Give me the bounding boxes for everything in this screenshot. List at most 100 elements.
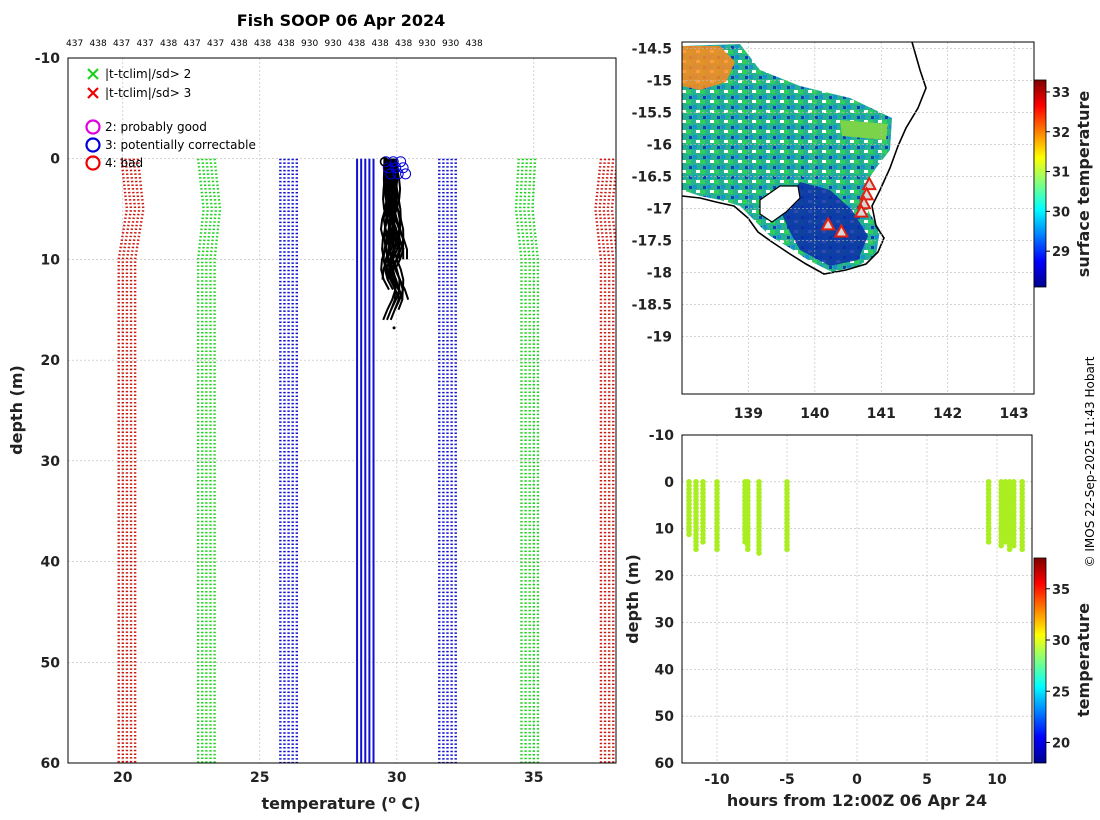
ts-ytick-label: 10 bbox=[655, 522, 675, 538]
ts-point bbox=[998, 542, 1004, 549]
map-stations bbox=[820, 175, 877, 238]
map-colorbar-label: surface temperature bbox=[1074, 91, 1093, 278]
map-xtick-label: 143 bbox=[999, 406, 1028, 422]
ts-xtick-label: 5 bbox=[922, 772, 932, 788]
platform-id: 438 bbox=[466, 39, 483, 49]
timeseries-ylabel: depth (m) bbox=[623, 554, 642, 644]
profile-legend: |t-tclim|/sd> 2 |t-tclim|/sd> 3 2: probabl… bbox=[85, 67, 256, 171]
map-cb-tick-label: 30 bbox=[1052, 205, 1070, 220]
island-outline bbox=[759, 185, 801, 223]
platform-id: 438 bbox=[160, 39, 177, 49]
ts-cb-tick-label: 30 bbox=[1052, 634, 1070, 649]
map-ytick-label: -15.5 bbox=[632, 105, 672, 121]
legend-x-marker bbox=[87, 87, 99, 99]
legend-x-marker bbox=[87, 68, 99, 80]
ts-ytick-label: 0 bbox=[664, 475, 674, 491]
ts-xtick-label: 10 bbox=[987, 772, 1007, 788]
legend-circle-marker bbox=[85, 155, 101, 171]
map-ytick-label: -17 bbox=[647, 201, 672, 217]
map-colorbar-ticks: 29 30 31 32 33 bbox=[1046, 86, 1070, 260]
ts-point bbox=[784, 546, 790, 553]
profile-xtick-label: 30 bbox=[387, 770, 407, 786]
ts-ytick-label: 60 bbox=[655, 756, 675, 772]
observed-profile bbox=[382, 158, 395, 270]
ts-point bbox=[756, 550, 762, 556]
legend-label: 2: probably good bbox=[105, 120, 207, 134]
ts-ytick-label: 40 bbox=[655, 662, 675, 678]
profile-xtick-label: 35 bbox=[524, 770, 543, 786]
legend-label: |t-tclim|/sd> 2 bbox=[105, 67, 191, 81]
observed-profile bbox=[386, 158, 401, 321]
sst-warm-patch bbox=[682, 46, 735, 90]
platform-id: 930 bbox=[325, 39, 342, 49]
legend-label: 4: bad bbox=[105, 156, 143, 170]
profile-title: Fish SOOP 06 Apr 2024 bbox=[237, 11, 446, 30]
platform-id: 930 bbox=[442, 39, 459, 49]
ts-point bbox=[700, 539, 706, 545]
ts-ytick-label: 20 bbox=[655, 569, 675, 585]
map-cb-tick-label: 32 bbox=[1052, 126, 1070, 141]
map-cb-tick-label: 29 bbox=[1052, 245, 1070, 260]
profile-ytick-label: -10 bbox=[35, 51, 61, 67]
profile-tick-labels: 20 25 30 35 -10 0 10 20 30 40 50 60 bbox=[35, 51, 544, 786]
ts-point bbox=[1002, 539, 1009, 545]
station-triangle bbox=[853, 203, 870, 218]
profile-ytick-label: 40 bbox=[41, 555, 61, 571]
platform-id: 438 bbox=[348, 39, 365, 49]
map-ytick-label: -18.5 bbox=[632, 297, 672, 313]
ts-point bbox=[693, 546, 699, 553]
profile-line-clim-2sd bbox=[527, 158, 535, 763]
timeseries-colorbar bbox=[1033, 557, 1047, 764]
legend-label: 3: potentially correctable bbox=[105, 138, 256, 152]
sst-green-patch bbox=[840, 120, 888, 140]
ts-point bbox=[745, 546, 751, 553]
profile-line-clim-2sd bbox=[514, 158, 523, 763]
map-tick-labels: 139 140 141 142 143 -14.5 -15 -15.5 -16 -16.5 -17 -… bbox=[632, 41, 1029, 422]
timeseries-colorbar-label: temperature bbox=[1074, 603, 1093, 717]
map-gridlines bbox=[682, 42, 1034, 394]
ts-xtick-label: -10 bbox=[704, 772, 730, 788]
deepest-point-marker bbox=[392, 326, 396, 330]
flag-correctable-marker bbox=[400, 168, 412, 180]
map-xtick-label: 141 bbox=[867, 406, 896, 422]
platform-id: 437 bbox=[207, 39, 224, 49]
profile-casts-group bbox=[379, 156, 412, 330]
ts-point bbox=[1011, 542, 1017, 549]
ts-cb-tick-label: 25 bbox=[1052, 685, 1070, 700]
timeseries-tick-labels: -10 -5 0 5 10 -10 0 10 20 30 40 50 60 bbox=[649, 428, 1007, 788]
ts-cb-tick-label: 35 bbox=[1052, 583, 1070, 598]
map-xtick-label: 142 bbox=[933, 406, 962, 422]
ts-point bbox=[1006, 546, 1013, 553]
legend-label: |t-tclim|/sd> 3 bbox=[105, 86, 191, 100]
ts-point bbox=[714, 546, 720, 553]
station-triangle bbox=[833, 223, 850, 238]
station-triangle bbox=[820, 216, 836, 231]
profile-ytick-label: 50 bbox=[41, 655, 61, 671]
map-ytick-label: -16.5 bbox=[632, 169, 672, 185]
platform-id: 437 bbox=[137, 39, 154, 49]
timeseries-gridlines bbox=[682, 434, 1032, 764]
ts-xtick-label: -5 bbox=[779, 772, 795, 788]
map-ytick-label: -17.5 bbox=[632, 233, 672, 249]
map-ytick-label: -16 bbox=[647, 137, 672, 153]
timeseries-colorbar-ticks: 20 25 30 35 bbox=[1046, 583, 1070, 752]
profile-xlabel: temperature (o C) bbox=[261, 793, 420, 813]
platform-id: 438 bbox=[278, 39, 295, 49]
ts-ytick-label: 50 bbox=[655, 709, 675, 725]
platform-id-row: 437 438 437 437 438 437 437 438 438 438 930 930 438 4… bbox=[66, 39, 483, 49]
profile-panel: Fish SOOP 06 Apr 2024 437 438 437 437 438 437… bbox=[7, 11, 617, 813]
ts-xtick-label: 0 bbox=[852, 772, 862, 788]
map-content bbox=[682, 42, 1034, 394]
map-ytick-label: -14.5 bbox=[632, 41, 672, 57]
map-ytick-label: -18 bbox=[647, 265, 672, 281]
profile-line-clim-2sd bbox=[523, 158, 531, 763]
platform-id: 438 bbox=[90, 39, 107, 49]
flag-correctable-marker bbox=[397, 162, 409, 174]
profile-ytick-label: 20 bbox=[41, 353, 61, 369]
map-ytick-label: -19 bbox=[647, 329, 672, 345]
ts-cb-tick-label: 20 bbox=[1052, 737, 1070, 752]
platform-id: 438 bbox=[372, 39, 389, 49]
map-xtick-label: 140 bbox=[800, 406, 829, 422]
timeseries-panel: -10 -5 0 5 10 -10 0 10 20 30 40 50 60 hours from 12:… bbox=[623, 428, 1093, 810]
